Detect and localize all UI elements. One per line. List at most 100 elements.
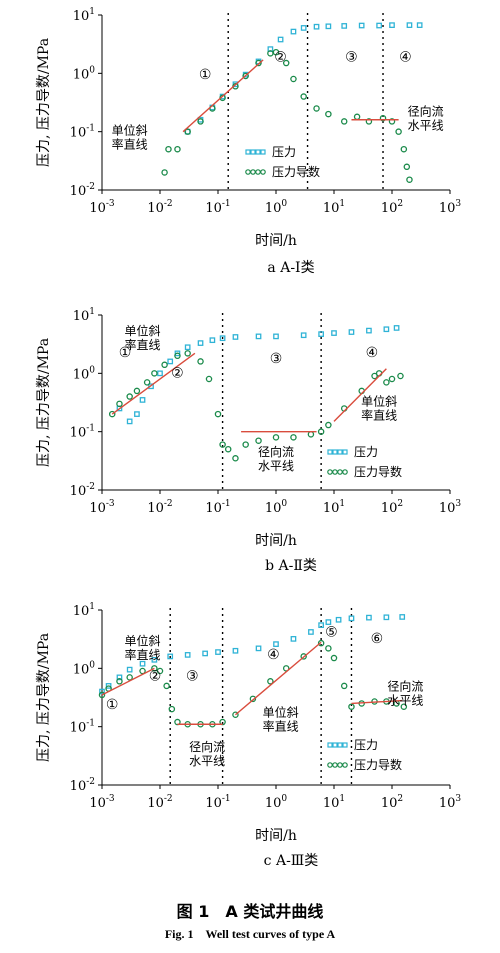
region-label: ① [106,697,119,713]
legend-marker-pressure [245,149,251,155]
y-axis-label: 压力, 压力导数/MPa [36,338,52,467]
pressure-point [335,616,342,623]
y-axis-label: 压力, 压力导数/MPa [36,38,52,167]
figure-canvas: 10-3 10-2 10-1 100 101 102 10310-210-1100101时间… [36,7,462,869]
pressure-point [313,23,320,30]
pressure-point [290,28,297,35]
derivative-point [388,118,396,125]
x-tick-label: 10-3 [89,499,115,516]
derivative-point [174,145,181,153]
x-tick-label: 101 [323,199,345,216]
x-tick-label: 103 [439,199,462,216]
pressure-point [389,22,395,28]
legend-marker-derivative [250,169,256,175]
derivative-point [184,128,191,135]
derivative-point [300,653,307,660]
y-tick-label: 10-1 [70,424,95,441]
legend-label-derivative: 压力导数 [354,757,402,772]
chart-panel-b: 10-3 10-2 10-1 100 101 102 10310-210-1100101时间… [36,307,461,574]
derivative-point [325,645,332,652]
annotation-text: 径向流水平线 [189,739,225,768]
pressure-point [167,653,174,660]
derivative-point [348,703,355,710]
derivative-point [397,372,404,380]
derivative-point [272,48,280,56]
pressure-point [151,656,158,663]
pressure-point [399,614,406,620]
y-tick-label: 10-1 [70,124,95,141]
derivative-point [98,691,106,699]
derivative-point [290,434,297,441]
derivative-point [205,375,213,383]
derivative-point [133,387,141,395]
x-tick-label: 101 [323,499,345,516]
pressure-point [318,622,324,628]
pressure-point [277,36,284,43]
region-label: ① [119,345,132,361]
region-label: ② [149,668,162,684]
derivative-point [325,110,332,118]
derivative-point [307,431,315,438]
y-tick-label: 10-2 [70,182,95,199]
legend-marker-pressure [327,449,333,455]
y-tick-label: 100 [73,660,96,677]
derivative-point [383,379,390,386]
derivative-point [108,410,116,418]
derivative-point [242,441,249,448]
derivative-point [290,75,297,83]
legend-marker-derivative [245,169,251,175]
pressure-point [209,337,216,344]
region-label: ② [171,365,184,381]
derivative-point [249,695,257,703]
pressure-point [167,358,174,365]
pressure-point [126,418,133,425]
pressure-point [232,647,239,654]
x-tick-label: 10-2 [147,499,172,516]
panel-title: c A-Ⅲ类 [264,853,319,869]
legend-marker-derivative [332,469,338,475]
legend-marker-pressure [250,149,256,155]
annotation-text: 单位斜率直线 [361,394,397,423]
derivative-point [255,59,262,67]
x-tick-label: 101 [323,794,345,811]
chart-panel-a: 10-3 10-2 10-1 100 101 102 10310-210-1100101时间… [36,7,461,276]
derivative-point [168,705,176,713]
x-tick-label: 103 [439,794,462,811]
y-tick-label: 10-2 [70,777,95,794]
derivative-point [403,163,411,171]
annotation-text: 径向流水平线 [408,103,444,132]
pressure-point [148,383,154,390]
pressure-point [290,636,297,642]
derivative-point [282,59,290,67]
pressure-point [202,650,208,657]
pressure-point [366,614,372,621]
derivative-point [165,145,172,153]
derivative-point [156,667,164,675]
pressure-point [139,660,146,667]
pressure-point [325,23,332,30]
derivative-point [126,674,133,681]
legend-label-derivative: 压力导数 [354,464,402,479]
panel-title: a A-Ⅰ类 [267,260,314,276]
region-label: ③ [270,351,283,367]
legend-marker-pressure [342,449,348,455]
derivative-point [406,176,413,183]
annotation-text: 单位斜率直线 [125,633,161,662]
derivative-point [330,654,338,662]
pressure-point [308,629,314,635]
figure-caption-zh: 图 1 A 类试井曲线 [176,902,324,921]
derivative-point [388,375,396,383]
derivative-point [325,421,332,429]
fit-line [182,59,264,133]
legend-marker-pressure [260,149,266,155]
annotation-text: 单位斜率直线 [125,323,161,352]
legend-marker-pressure [332,449,338,455]
pressure-point [232,334,239,340]
y-tick-label: 101 [73,602,95,619]
derivative-point [174,352,181,360]
x-tick-label: 100 [265,199,288,216]
derivative-point [400,703,408,710]
derivative-point [197,358,204,365]
derivative-point [116,678,123,685]
pressure-point [255,645,262,652]
